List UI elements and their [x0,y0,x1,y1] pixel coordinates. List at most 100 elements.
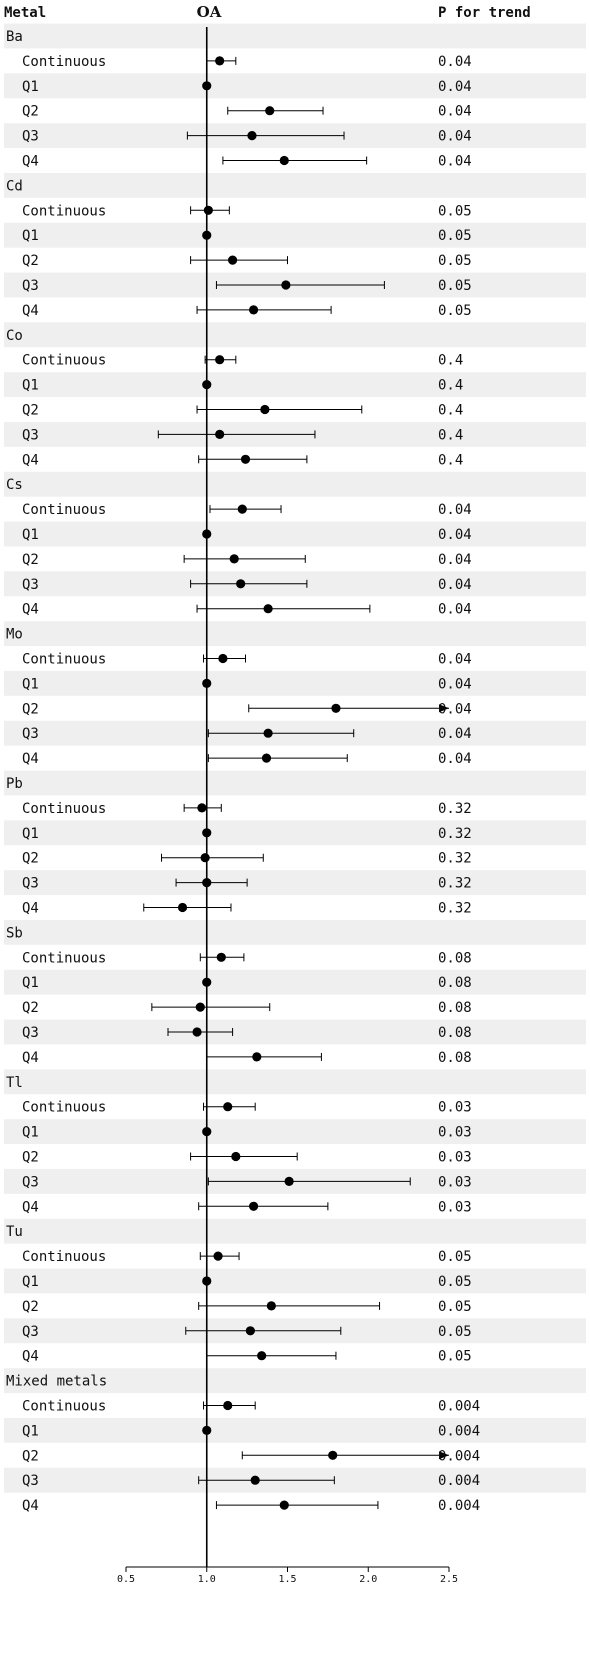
row-band [4,919,586,945]
p-value: 0.04 [438,502,472,518]
p-for-trend-values: 0.04 0.04 0.04 0.04 0.04 0.05 0.05 0.05 0.05 0.05… [438,54,480,1514]
p-value: 0.04 [438,552,472,568]
row-label: Continuous [22,502,106,518]
row-label: Q3 [22,1473,39,1489]
estimate-point [197,803,207,813]
header-outcome: OA [197,3,222,21]
group-label: Mixed metals [6,1374,107,1390]
row-band [4,1069,586,1095]
row-label: Q3 [22,1025,39,1041]
row-band [4,621,586,647]
p-value: 0.08 [438,950,472,966]
row-label: Q3 [22,427,39,443]
estimate-point [215,429,225,439]
p-value: 0.08 [438,1000,472,1016]
estimate-point [216,952,226,962]
row-label: Q1 [22,378,39,394]
row-band [4,820,586,846]
p-value: 0.05 [438,1324,472,1340]
estimate-point [265,106,275,116]
p-value: 0.04 [438,154,472,170]
row-label: Q4 [22,602,39,618]
group-label: Sb [6,925,23,941]
group-label: Pb [6,776,23,792]
estimate-point [231,1151,241,1162]
row-label: Q4 [22,751,39,767]
group-label: Tu [6,1224,23,1240]
row-label: Q1 [22,1274,39,1290]
header-p-for-trend: P for trend [438,5,531,21]
row-label: Q4 [22,154,39,170]
p-value: 0.04 [438,652,472,668]
p-value: 0.04 [438,602,472,618]
estimate-point [263,728,273,738]
estimate-point [240,454,251,464]
row-bands [4,23,586,1493]
estimate-point [252,1052,262,1062]
p-value: 0.03 [438,1125,472,1141]
estimate-point [284,1176,294,1186]
row-label: Q2 [22,552,39,568]
p-value: 0.05 [438,1299,472,1315]
p-value: 0.04 [438,726,472,742]
row-label: Q3 [22,278,39,294]
group-label: Cd [6,178,23,194]
row-label: Continuous [22,1100,106,1116]
row-band [4,969,586,995]
row-label: Q1 [22,228,39,244]
row-label: Q2 [22,1000,39,1016]
estimate-point [227,255,238,265]
row-label: Q2 [22,1150,39,1166]
estimate-point [177,902,188,913]
p-value: 0.4 [438,353,463,369]
estimate-point [200,853,210,863]
row-band [4,1417,586,1443]
group-label: Tl [6,1075,23,1091]
row-label: Q3 [22,577,39,593]
estimate-point [245,1326,255,1336]
estimate-point [260,404,270,415]
estimate-point [229,554,239,564]
p-value: 0.04 [438,54,472,70]
row-band [4,1268,586,1294]
row-band [4,770,586,796]
row-band [4,1019,586,1045]
p-value: 0.004 [438,1498,480,1514]
row-label: Continuous [22,652,106,668]
p-value: 0.004 [438,1473,480,1489]
estimate-point [266,1301,276,1311]
row-band [4,23,586,49]
estimate-point [250,1475,260,1485]
x-tick-label: 1.0 [198,1574,216,1585]
p-value: 0.004 [438,1423,480,1439]
row-label: Q2 [22,104,39,120]
group-label: Cs [6,477,23,493]
p-value: 0.05 [438,278,472,294]
estimate-point [331,703,341,713]
p-value: 0.03 [438,1199,472,1215]
p-value: 0.05 [438,303,472,319]
row-band [4,73,586,99]
p-value: 0.03 [438,1150,472,1166]
row-label: Continuous [22,1399,106,1415]
p-value: 0.32 [438,851,472,867]
row-label: Q4 [22,1050,39,1066]
estimate-point [237,504,247,514]
row-band [4,1218,586,1244]
row-label: Q4 [22,901,39,917]
estimate-point [213,1251,223,1261]
estimate-point [218,653,228,664]
row-label: Q4 [22,1349,39,1365]
row-band [4,1368,586,1394]
row-band [4,870,586,896]
header-row: Metal OA P for trend [4,3,531,21]
group-label: Ba [6,29,23,45]
estimate-point [261,753,272,763]
row-label: Q1 [22,1423,39,1439]
p-value: 0.04 [438,676,472,692]
row-band [4,372,586,398]
row-label: Q2 [22,851,39,867]
row-band [4,172,586,198]
estimate-point [195,1002,205,1012]
